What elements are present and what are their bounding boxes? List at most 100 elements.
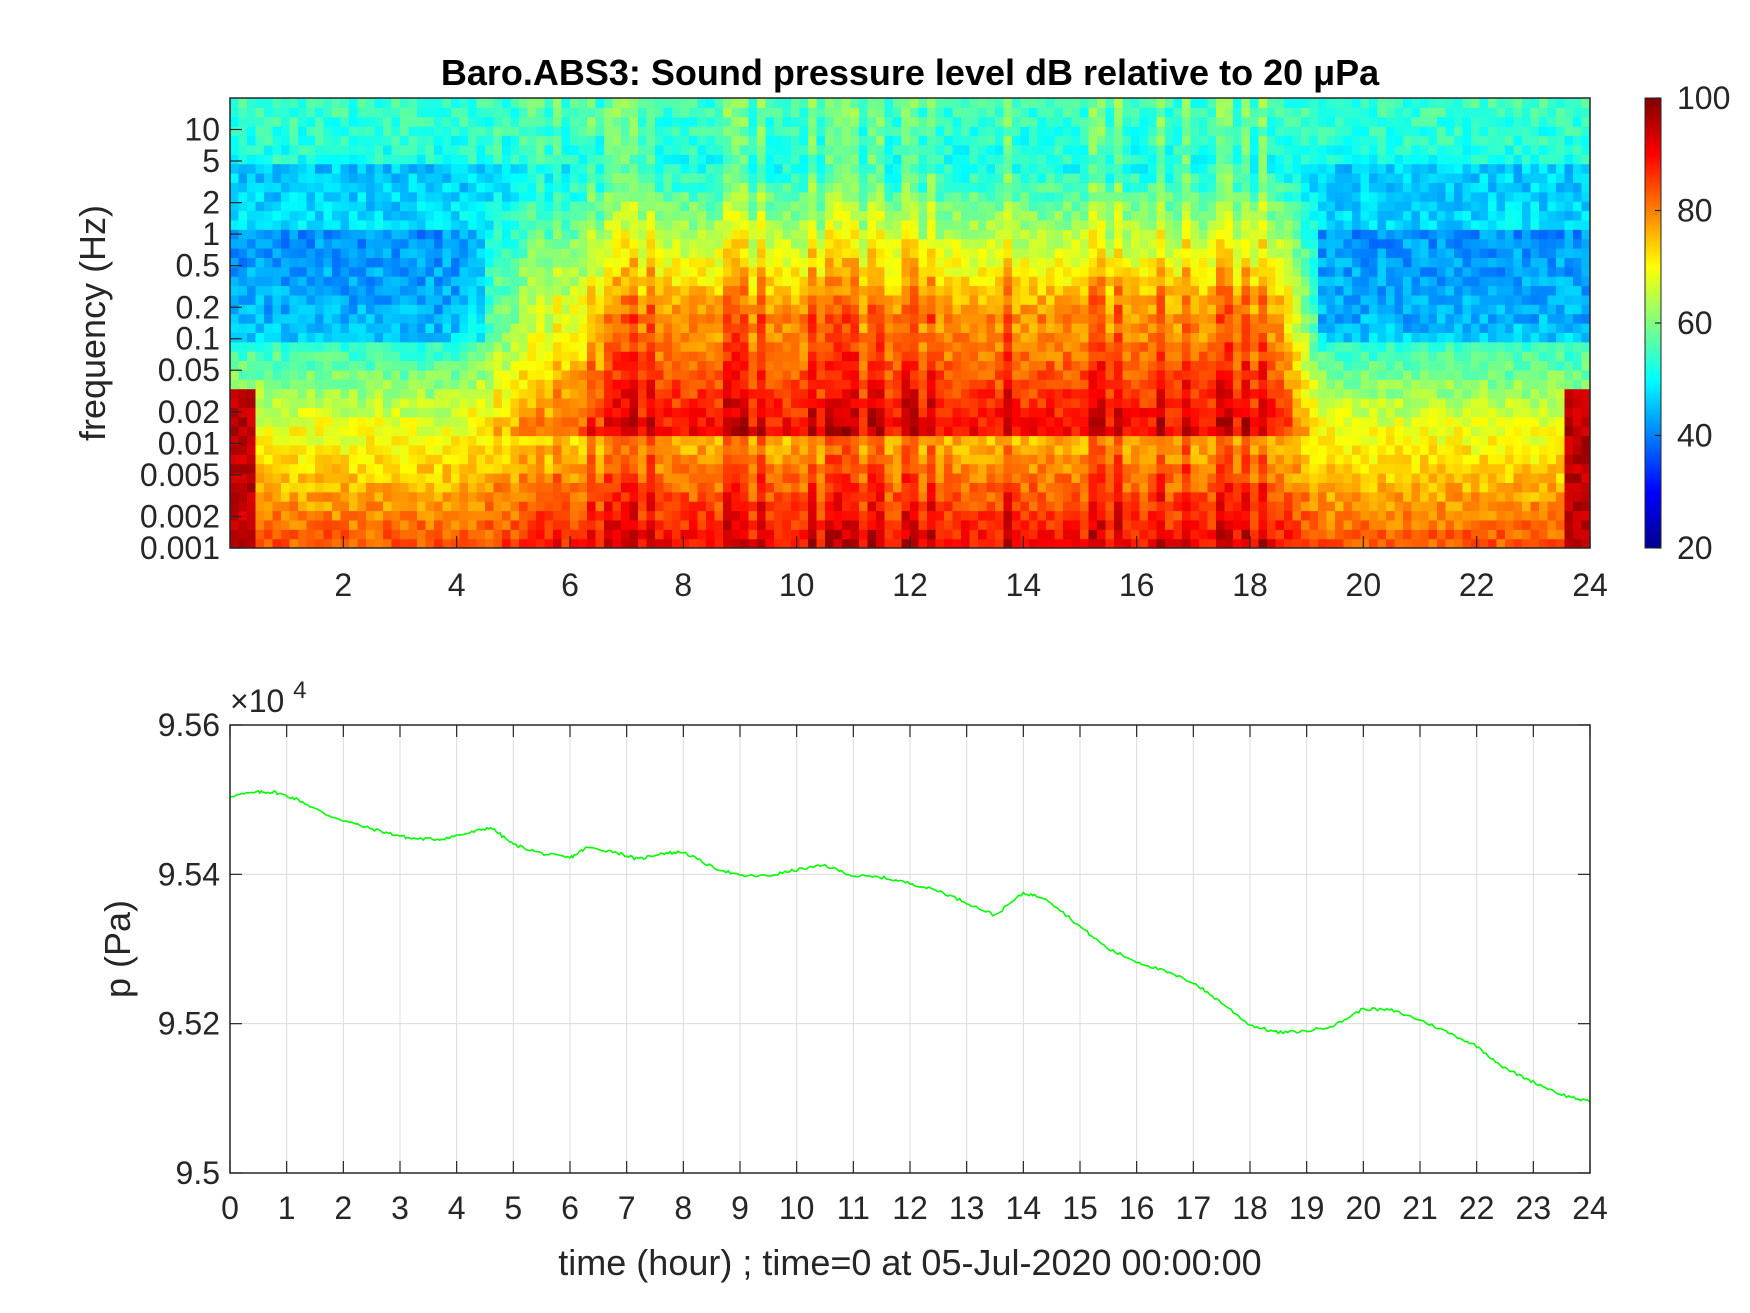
heatmap-cell <box>476 229 486 240</box>
heatmap-cell <box>519 191 529 202</box>
heatmap-cell <box>782 266 792 277</box>
heatmap-cell <box>451 519 461 530</box>
heatmap-cell <box>238 107 248 118</box>
heatmap-cell <box>340 510 350 521</box>
heatmap-cell <box>468 210 478 221</box>
heatmap-cell <box>918 266 928 277</box>
heatmap-cell <box>952 173 962 183</box>
heatmap-cell <box>374 388 384 399</box>
heatmap-cell <box>629 229 639 240</box>
heatmap-cell <box>791 407 801 418</box>
heatmap-cell <box>859 191 869 202</box>
heatmap-cell <box>306 173 316 183</box>
heatmap-cell <box>493 482 503 493</box>
heatmap-cell <box>502 313 512 324</box>
heatmap-cell <box>408 163 418 174</box>
heatmap-cell <box>289 388 299 399</box>
heatmap-cell <box>1003 529 1013 540</box>
heatmap-cell <box>791 210 801 221</box>
heatmap-cell <box>570 482 580 493</box>
heatmap-cell <box>655 529 665 540</box>
heatmap-cell <box>808 519 818 530</box>
heatmap-cell <box>1029 107 1039 118</box>
heatmap-cell <box>315 379 325 390</box>
heatmap-cell <box>264 219 274 230</box>
heatmap-cell <box>944 510 954 521</box>
heatmap-cell <box>935 491 945 502</box>
heatmap-cell <box>485 416 495 427</box>
heatmap-cell <box>587 519 597 530</box>
heatmap-cell <box>1088 266 1098 277</box>
heatmap-cell <box>595 294 605 305</box>
heatmap-cell <box>408 144 418 155</box>
heatmap-cell <box>357 454 367 465</box>
heatmap-cell <box>578 173 588 183</box>
heatmap-cell <box>672 463 682 474</box>
heatmap-cell <box>935 266 945 277</box>
heatmap-cell <box>927 266 937 277</box>
heatmap-cell <box>867 379 877 390</box>
heatmap-cell <box>629 154 639 165</box>
heatmap-cell <box>1003 323 1013 333</box>
heatmap-cell <box>459 435 469 446</box>
heatmap-cell <box>451 538 461 548</box>
heatmap-cell <box>298 304 308 315</box>
heatmap-cell <box>281 257 291 268</box>
heatmap-cell <box>859 473 869 483</box>
heatmap-cell <box>1088 116 1098 127</box>
heatmap-cell <box>952 510 962 521</box>
heatmap-cell <box>663 257 673 268</box>
heatmap-cell <box>289 135 299 146</box>
heatmap-cell <box>434 144 444 155</box>
heatmap-cell <box>612 294 622 305</box>
heatmap-cell <box>910 510 920 521</box>
heatmap-cell <box>995 360 1005 371</box>
heatmap-cell <box>510 435 520 446</box>
heatmap-cell <box>978 154 988 165</box>
heatmap-cell <box>553 435 563 446</box>
heatmap-cell <box>1003 444 1013 455</box>
heatmap-cell <box>357 510 367 521</box>
heatmap-cell <box>859 351 869 362</box>
heatmap-cell <box>230 173 240 183</box>
heatmap-cell <box>374 107 384 118</box>
heatmap-cell <box>417 266 427 277</box>
heatmap-cell <box>391 173 401 183</box>
heatmap-cell <box>689 313 699 324</box>
heatmap-cell <box>935 98 945 108</box>
heatmap-cell <box>927 229 937 240</box>
heatmap-cell <box>774 201 784 212</box>
heatmap-cell <box>578 163 588 174</box>
heatmap-cell <box>1003 304 1013 315</box>
heatmap-cell <box>706 444 716 455</box>
heatmap-cell <box>1071 126 1081 137</box>
heatmap-cell <box>969 248 979 258</box>
heatmap-cell <box>544 276 554 287</box>
heatmap-cell <box>570 154 580 165</box>
heatmap-cell <box>808 369 818 380</box>
heatmap-cell <box>264 501 274 512</box>
heatmap-cell <box>629 210 639 221</box>
heatmap-cell <box>859 135 869 146</box>
heatmap-cell <box>323 426 333 437</box>
heatmap-cell <box>451 210 461 221</box>
heatmap-cell <box>791 454 801 465</box>
heatmap-cell <box>714 416 724 427</box>
heatmap-cell <box>366 538 376 548</box>
heatmap-cell <box>1003 219 1013 230</box>
heatmap-cell <box>689 473 699 483</box>
heatmap-cell <box>893 341 903 352</box>
heatmap-cell <box>1088 173 1098 183</box>
heatmap-cell <box>349 248 359 258</box>
heatmap-cell <box>561 332 571 343</box>
heatmap-cell <box>1020 388 1030 399</box>
heatmap-cell <box>731 210 741 221</box>
heatmap-cell <box>502 473 512 483</box>
heatmap-cell <box>485 351 495 362</box>
heatmap-cell <box>910 294 920 305</box>
heatmap-cell <box>272 135 282 146</box>
heatmap-cell <box>536 210 546 221</box>
heatmap-cell <box>425 369 435 380</box>
heatmap-cell <box>272 463 282 474</box>
heatmap-cell <box>604 266 614 277</box>
